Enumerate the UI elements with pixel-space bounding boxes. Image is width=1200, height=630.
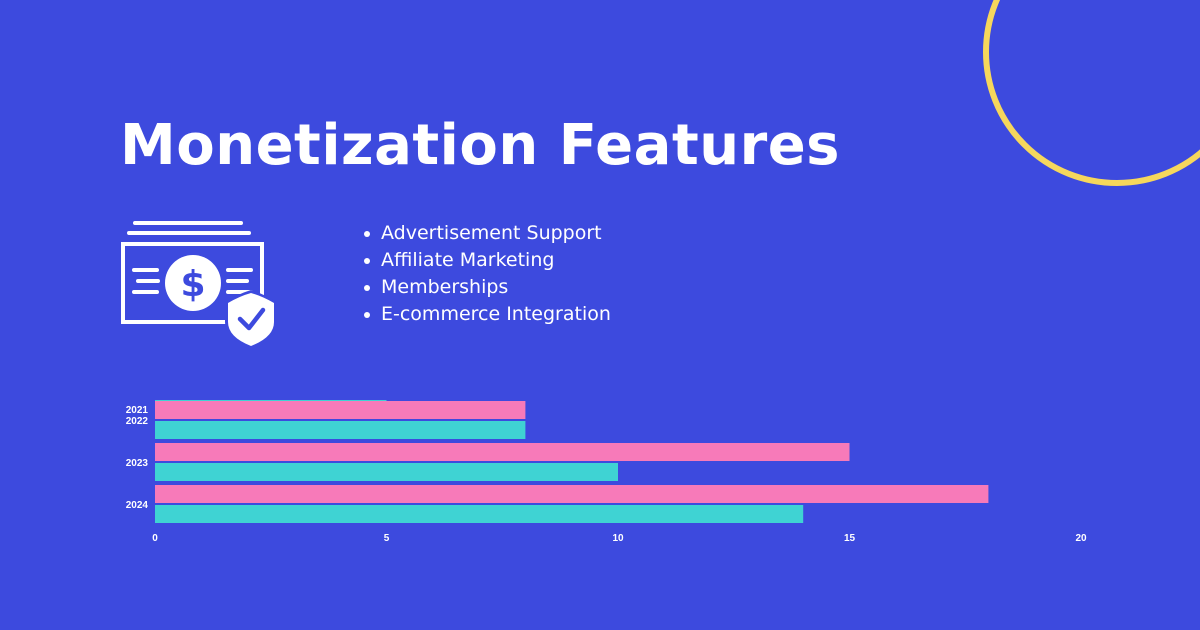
y-tick-label: 2021	[126, 405, 149, 416]
x-tick-label: 5	[384, 533, 390, 544]
list-item: Memberships	[362, 274, 611, 301]
list-item: Affiliate Marketing	[362, 247, 611, 274]
bullet-icon	[364, 285, 370, 291]
bar-2022-series-1	[155, 421, 526, 439]
x-tick-label: 20	[1075, 533, 1087, 544]
money-shield-check-icon: $	[121, 221, 277, 350]
decorative-ring	[983, 0, 1200, 186]
bar-2023-series-1	[155, 463, 618, 481]
bullet-icon	[364, 231, 370, 237]
feature-label: Advertisement Support	[381, 222, 602, 244]
y-tick-label: 2023	[126, 458, 149, 469]
svg-text:$: $	[180, 264, 205, 305]
x-tick-label: 15	[844, 533, 856, 544]
feature-list: Advertisement Support Affiliate Marketin…	[362, 220, 611, 328]
x-tick-label: 0	[152, 533, 158, 544]
bar-2024-series-0	[155, 485, 989, 503]
bar-2023-series-0	[155, 443, 850, 461]
bullet-icon	[364, 258, 370, 264]
feature-label: Memberships	[381, 276, 509, 298]
list-item: Advertisement Support	[362, 220, 611, 247]
bar-2022-series-0	[155, 401, 526, 419]
bullet-icon	[364, 312, 370, 318]
x-tick-label: 10	[612, 533, 624, 544]
page-title: Monetization Features	[120, 113, 841, 178]
y-tick-label: 2024	[126, 500, 149, 511]
list-item: E-commerce Integration	[362, 301, 611, 328]
y-tick-label: 2022	[126, 416, 149, 427]
bar-2024-series-1	[155, 505, 804, 523]
feature-label: E-commerce Integration	[381, 303, 611, 325]
feature-label: Affiliate Marketing	[381, 249, 555, 271]
